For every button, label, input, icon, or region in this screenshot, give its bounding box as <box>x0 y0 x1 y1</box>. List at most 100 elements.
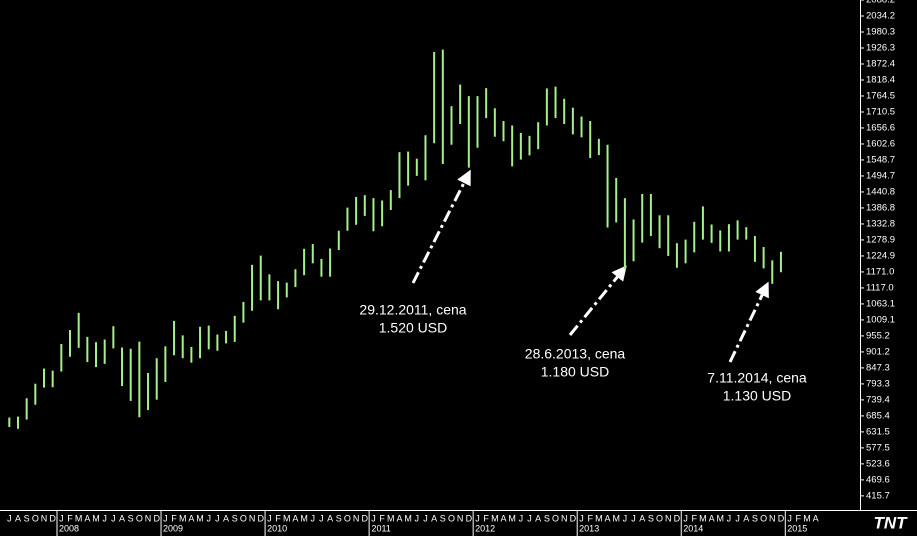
x-tick-label: S <box>544 513 550 523</box>
x-tick-label: J <box>415 513 420 523</box>
x-tick-label: M <box>75 513 83 523</box>
x-tick-label: J <box>311 513 316 523</box>
x-tick-label: A <box>813 513 819 523</box>
y-tick-label: 1440.8 <box>866 186 895 197</box>
x-tick-label: M <box>283 513 291 523</box>
x-tick-label: N <box>665 513 672 523</box>
x-tick-label: M <box>300 513 308 523</box>
x-year-label: 2011 <box>371 523 390 533</box>
x-tick-label: N <box>41 513 48 523</box>
x-tick-label: J <box>727 513 732 523</box>
x-tick-label: A <box>223 513 229 523</box>
x-tick-label: J <box>267 513 272 523</box>
x-year-label: 2013 <box>579 523 599 533</box>
x-tick-label: S <box>24 513 30 523</box>
x-tick-label: F <box>691 513 697 523</box>
annotation: 28.6.2013, cena <box>525 346 626 362</box>
x-tick-label: A <box>431 513 437 523</box>
x-tick-label: J <box>787 513 792 523</box>
x-tick-label: J <box>215 513 220 523</box>
y-tick-label: 901.2 <box>866 346 890 357</box>
x-year-label: 2012 <box>475 523 495 533</box>
x-tick-label: J <box>163 513 168 523</box>
x-tick-label: O <box>552 513 559 523</box>
x-tick-label: M <box>508 513 516 523</box>
x-tick-label: J <box>623 513 628 523</box>
y-tick-label: 1224.9 <box>866 250 895 261</box>
x-tick-label: A <box>188 513 194 523</box>
x-tick-label: O <box>448 513 455 523</box>
x-tick-label: J <box>735 513 740 523</box>
y-tick-label: 2034.2 <box>866 11 895 22</box>
y-tick-label: 577.5 <box>866 442 890 453</box>
y-tick-label: 1117.0 <box>866 282 894 293</box>
x-tick-label: M <box>717 513 725 523</box>
x-tick-label: M <box>179 513 187 523</box>
y-tick-label: 955.2 <box>866 330 890 341</box>
x-tick-label: O <box>760 513 767 523</box>
x-tick-label: A <box>743 513 749 523</box>
x-year-label: 2010 <box>267 523 287 533</box>
x-tick-label: A <box>639 513 645 523</box>
x-tick-label: D <box>674 513 681 523</box>
y-tick-label: 1872.4 <box>866 58 895 69</box>
y-tick-label: 1656.6 <box>866 122 895 133</box>
x-tick-label: D <box>466 513 473 523</box>
x-tick-label: A <box>709 513 715 523</box>
y-tick-label: 739.4 <box>866 394 890 405</box>
x-tick-label: M <box>404 513 412 523</box>
x-tick-label: F <box>587 513 593 523</box>
x-tick-label: D <box>570 513 577 523</box>
x-tick-label: O <box>344 513 351 523</box>
x-tick-label: N <box>249 513 256 523</box>
x-tick-label: J <box>579 513 584 523</box>
x-tick-label: F <box>67 513 73 523</box>
x-tick-label: A <box>15 513 21 523</box>
logo: TNT <box>873 513 908 532</box>
x-tick-label: M <box>491 513 499 523</box>
y-tick-label: 631.5 <box>866 426 890 437</box>
x-tick-label: A <box>396 513 402 523</box>
x-tick-label: M <box>699 513 707 523</box>
x-tick-label: M <box>196 513 204 523</box>
y-tick-label: 793.3 <box>866 378 890 389</box>
x-tick-label: M <box>595 513 603 523</box>
y-tick-label: 1278.9 <box>866 234 895 245</box>
x-tick-label: J <box>7 513 12 523</box>
x-tick-label: A <box>605 513 611 523</box>
x-tick-label: N <box>561 513 568 523</box>
x-tick-label: N <box>145 513 152 523</box>
x-tick-label: D <box>778 513 785 523</box>
arrow <box>568 265 627 336</box>
x-tick-label: F <box>379 513 385 523</box>
x-year-label: 2008 <box>59 523 79 533</box>
annotation: 1.180 USD <box>541 364 609 380</box>
y-tick-label: 1548.7 <box>866 154 895 165</box>
x-tick-label: J <box>102 513 107 523</box>
x-tick-label: M <box>92 513 100 523</box>
y-tick-label: 1710.5 <box>866 106 895 117</box>
x-tick-label: F <box>483 513 489 523</box>
annotation: 1.130 USD <box>723 388 791 404</box>
x-tick-label: J <box>475 513 480 523</box>
arrow <box>728 281 769 363</box>
y-tick-label: 1764.5 <box>866 90 895 101</box>
x-year-label: 2009 <box>163 523 183 533</box>
y-tick-label: 1980.3 <box>866 27 895 38</box>
y-tick-label: 1926.3 <box>866 43 895 54</box>
annotation: 7.11.2014, cena <box>707 370 807 386</box>
y-tick-label: 1818.4 <box>866 75 895 86</box>
x-tick-label: J <box>519 513 524 523</box>
x-tick-label: O <box>656 513 663 523</box>
x-tick-label: O <box>32 513 39 523</box>
x-tick-label: M <box>803 513 811 523</box>
x-year-label: 2015 <box>787 523 807 533</box>
x-tick-label: A <box>119 513 125 523</box>
y-tick-label: 1009.1 <box>866 314 895 325</box>
x-tick-label: S <box>232 513 238 523</box>
x-tick-label: J <box>683 513 688 523</box>
x-tick-label: F <box>796 513 802 523</box>
x-tick-label: A <box>84 513 90 523</box>
y-tick-label: 1494.7 <box>866 170 895 181</box>
